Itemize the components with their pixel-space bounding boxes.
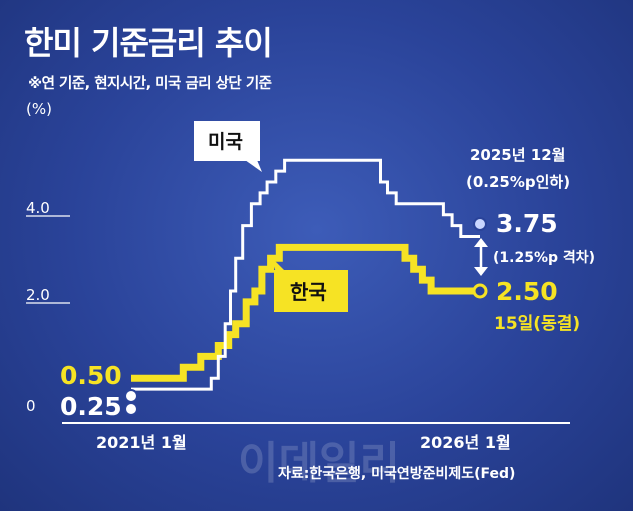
x-tick-start: 2021년 1월	[96, 433, 187, 452]
korea-end-value: 2.50	[496, 277, 558, 306]
gap-arrow	[474, 238, 488, 276]
series-line-korea	[131, 243, 480, 382]
us-end-value: 3.75	[496, 209, 558, 238]
series-label-us: 미국	[194, 121, 262, 172]
watermark: 이데일리	[238, 438, 400, 489]
series-label-us-text: 미국	[208, 131, 243, 153]
us-start-value: 0.25	[60, 392, 122, 421]
y-axis: 0 2.0 4.0	[26, 199, 70, 415]
us-start-marker	[124, 402, 138, 416]
y-tick-2: 2.0	[26, 286, 50, 304]
chart-title: 한미 기준금리 추이	[24, 24, 273, 62]
y-axis-unit: (%)	[26, 100, 52, 118]
gap-label: (1.25%p 격차)	[493, 249, 595, 266]
us-cut-date: 2025년 12월	[470, 146, 565, 164]
korea-end-marker	[472, 283, 488, 299]
y-tick-0: 0	[26, 397, 36, 415]
series-line-us	[131, 158, 480, 391]
korea-start-value: 0.50	[60, 361, 122, 390]
source-note: 자료:한국은행, 미국연방준비제도(Fed)	[278, 466, 516, 482]
x-tick-end: 2026년 1월	[420, 433, 511, 452]
series-label-korea-text: 한국	[290, 280, 327, 304]
us-cut-amount: (0.25%p인하)	[466, 173, 570, 191]
korea-hold-note: 15일(동결)	[494, 314, 580, 334]
us-end-marker	[473, 217, 487, 231]
y-tick-4: 4.0	[26, 199, 50, 217]
chart-subtitle: ※연 기준, 현지시간, 미국 금리 상단 기준	[28, 76, 272, 92]
series-label-korea: 한국	[270, 256, 348, 312]
korea-start-marker	[124, 389, 138, 403]
